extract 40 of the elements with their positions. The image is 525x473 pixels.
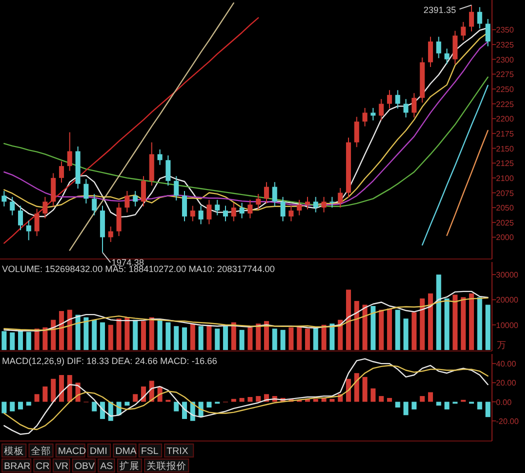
y-tick-label: 2300 — [496, 55, 514, 64]
y-tick-label: 2200 — [496, 114, 514, 124]
text: CR — [36, 461, 50, 472]
text: DMA — [115, 446, 138, 457]
y-tick-label: 10000 — [496, 320, 519, 330]
y-tick-label: 20.00 — [496, 378, 517, 388]
y-tick-label: -20.00 — [496, 416, 520, 426]
y-tick-label: 0.00 — [496, 398, 512, 407]
y-tick-label: 2100 — [496, 174, 514, 183]
annotation: 2391.35 — [424, 5, 456, 16]
text: DMI — [90, 446, 108, 457]
y-tick-label: 2050 — [496, 204, 514, 213]
y-tick-label: 2275 — [496, 70, 514, 80]
y-tick-label: 2175 — [496, 129, 514, 138]
y-tick-label: 2350 — [496, 26, 514, 35]
y-axis-title: 万 — [497, 340, 506, 350]
y-tick-label: 2325 — [496, 40, 514, 50]
y-tick-label: 40.00 — [496, 360, 517, 369]
y-tick-label: 30000 — [496, 270, 519, 280]
text: 扩展 — [120, 460, 140, 472]
text: OBV — [74, 461, 96, 472]
chart-title: VOLUME: 152698432.00 MA5: 188410272.00 MA10: 208317744.00 — [2, 264, 275, 274]
text: 全部 — [31, 445, 51, 457]
y-tick-label: 20000 — [496, 296, 519, 305]
y-tick-label: 2000 — [496, 233, 514, 242]
chart-title: MACD(12,26,9) DIF: 18.33 DEA: 24.66 MACD: -16.66 — [2, 356, 218, 366]
text: TRIX — [166, 446, 189, 457]
y-tick-label: 2025 — [496, 218, 514, 228]
text: VR — [55, 461, 69, 472]
text: 关联报价 — [146, 460, 187, 472]
text: BRAR — [4, 461, 31, 472]
y-tick-label: 2250 — [496, 84, 514, 94]
y-tick-label: 2125 — [496, 159, 514, 168]
y-tick-label: 2225 — [496, 100, 514, 109]
y-tick-label: 2150 — [496, 144, 514, 154]
y-tick-label: 2075 — [496, 188, 514, 198]
text: MACD — [58, 446, 86, 457]
text: AS — [100, 461, 113, 472]
text: FSL — [141, 446, 158, 457]
text: 模板 — [4, 445, 24, 457]
